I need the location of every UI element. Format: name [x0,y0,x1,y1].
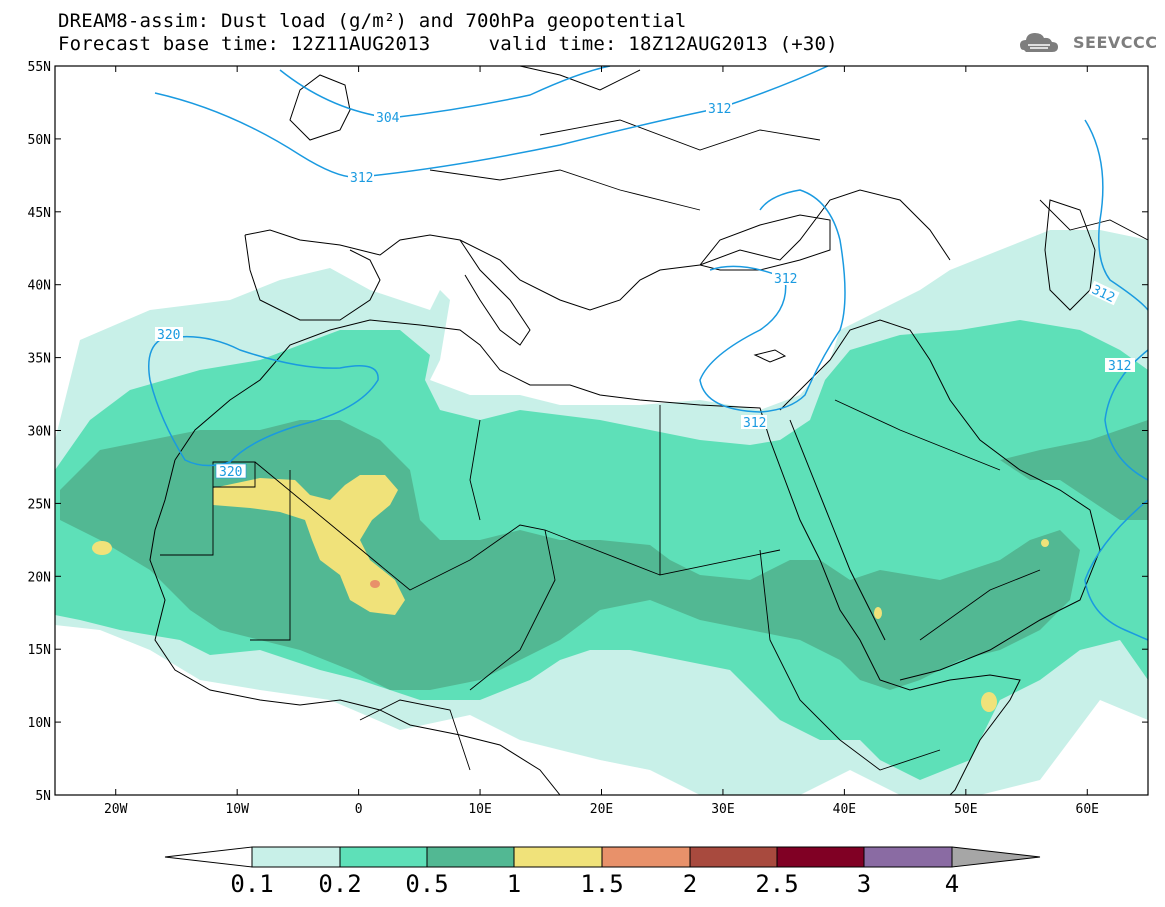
logo-text: SEEVCCC [1073,33,1158,52]
colorbar-swatch [601,846,691,868]
colorbar-swatch [426,846,515,868]
colorbar-level-label: 1.5 [580,870,624,898]
colorbar-level-label: 0.2 [318,870,362,898]
contour-304 [279,66,611,119]
dust-level-1-spot [1041,539,1049,547]
colorbar-swatch [339,846,428,868]
country-border [254,461,661,591]
lat-tick-label: 50N [28,133,51,148]
lat-tick-label: 25N [28,497,51,512]
contour-label-312: 312 [774,272,797,287]
colorbar-swatch [689,846,778,868]
lat-tick-label: 45N [28,206,51,221]
coastlines-layer [149,66,1101,795]
cyprus-coast [753,349,787,363]
colorbar-swatch [513,846,603,868]
contour-320 [148,335,379,467]
country-border [469,529,556,691]
country-border [759,549,941,771]
country-border [250,470,291,641]
colorbar-level-label: 4 [944,870,960,898]
iberia-coast [244,234,381,321]
lon-tick-label: 40E [833,802,856,817]
lat-tick-label: 30N [28,425,51,440]
country-border [539,119,821,151]
lat-tick-label: 10N [28,716,51,731]
dust-level-1-spot [874,607,882,619]
red-sea-coast [789,419,886,641]
country-border [919,569,1041,641]
lon-tick-label: 10E [468,802,491,817]
dust-level-1.5 [370,580,380,588]
country-border [429,169,701,211]
lon-tick-label: 60E [1076,802,1099,817]
lon-tick-label: 30E [711,802,734,817]
black-sea-coast [699,214,831,271]
country-border [659,405,781,576]
lat-tick-label: 5N [35,789,51,804]
contour-label-320: 320 [219,465,242,480]
country-border [834,399,1001,471]
colorbar-arrow-low [164,846,253,868]
colorbar-level-label: 3 [856,870,872,898]
map-title-line1: DREAM8-assim: Dust load (g/m²) and 700hP… [58,10,687,32]
map-title-line2: Forecast base time: 12Z11AUG2013 valid t… [58,33,838,55]
colorbar-swatch [863,846,953,868]
scandinavia-coast [519,66,641,91]
contour-label-304: 304 [376,111,400,126]
lon-tick-label: 20W [104,802,128,817]
borders-layer [160,119,1148,771]
contour-312-arabian-sea [1084,499,1148,641]
italy-coast [459,239,531,346]
country-border [160,487,214,556]
lon-tick-label: 20E [590,802,613,817]
lat-tick-label: 35N [28,352,51,367]
colorbar-arrow-high [951,846,1041,868]
caspian-coast [1044,199,1096,311]
longitude-axis: 20W 10W 0 10E 20E 30E 40E 50E 60E [104,66,1099,817]
country-border [212,461,256,488]
country-border [359,699,471,771]
dust-level-0.5 [60,420,1080,690]
country-border [1039,199,1148,241]
colorbar-swatch [251,846,341,868]
colorbar-level-label: 0.1 [230,870,274,898]
colorbar-level-label: 2 [682,870,698,898]
colorbar-level-label: 0.5 [405,870,449,898]
contour-label-312: 312 [743,416,766,431]
country-border [469,419,481,521]
contour-312-east [1084,119,1148,311]
dust-level-0.5-east [1000,420,1148,520]
dust-fill-layer [55,230,1148,795]
colorbar-level-label: 1 [506,870,522,898]
dust-level-1-spot [981,692,997,712]
lat-tick-label: 40N [28,279,51,294]
dust-level-1 [213,475,405,615]
contour-312-north [154,66,829,179]
arabia-coast [779,319,1101,681]
contour-312-turkey [699,189,846,413]
lat-tick-label: 20N [28,570,51,585]
west-africa-coast [149,459,561,795]
contour-label-312: 312 [350,171,373,186]
contour-label-312: 312 [708,102,731,117]
cloud-icon [1020,33,1058,52]
lon-tick-label: 0 [355,802,363,817]
africa-coast [174,319,1021,795]
dust-level-1-spot [92,541,112,555]
colorbar-swatch [776,846,865,868]
lat-tick-label: 15N [28,643,51,658]
lon-tick-label: 50E [954,802,977,817]
lon-tick-label: 10W [225,802,249,817]
latitude-axis: 55N 50N 45N 40N 35N 30N 25N 20N 15N 10N 5N [28,60,1148,804]
colorbar-level-label: 2.5 [755,870,799,898]
europe-coast [244,189,951,311]
colorbar [164,846,1041,868]
british-isles-coast [289,74,351,141]
contour-label-320: 320 [157,328,180,343]
lat-tick-label: 55N [28,60,51,75]
contour-label-312: 312 [1108,359,1131,374]
